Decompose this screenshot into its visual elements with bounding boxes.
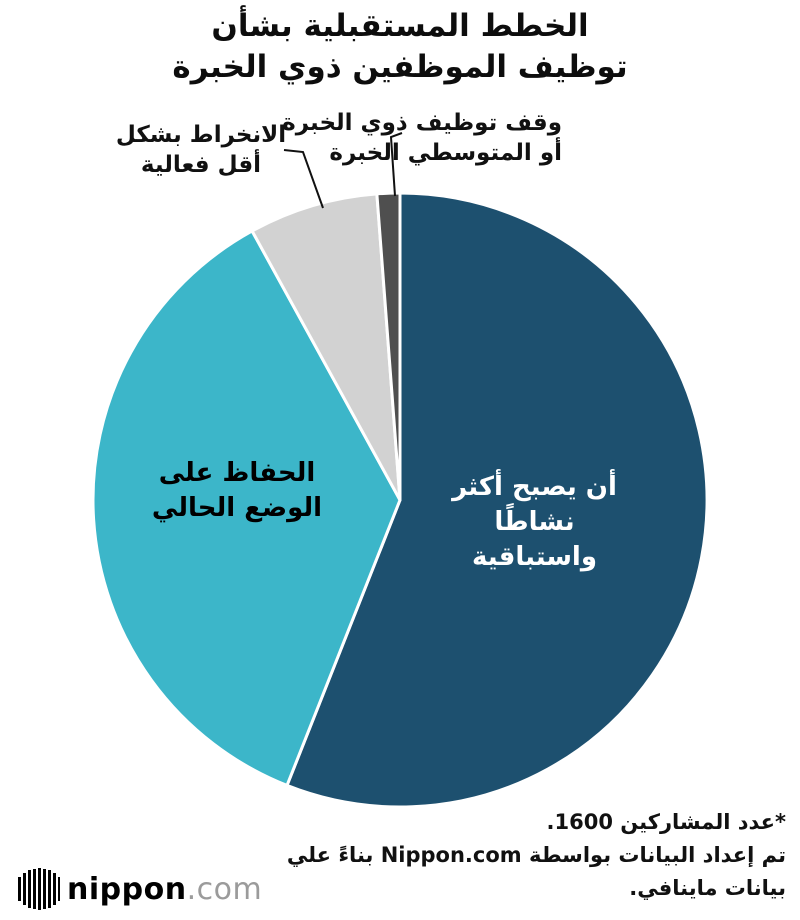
slice-label-maintain-line2: الوضع الحالي — [151, 493, 323, 523]
callout-less-active-line2: أقل فعالية — [140, 152, 262, 178]
pie-slice-0 — [285, 191, 709, 809]
slice-label-maintain-line1: الحفاظ على — [158, 458, 316, 488]
nippon-logo-icon — [18, 868, 60, 910]
callout-less-active-line1: الانخراط بشكل — [115, 122, 287, 148]
nippon-logo: nippon.com — [16, 866, 262, 912]
chart-title-line1: الخطط المستقبلية بشأن — [211, 8, 589, 44]
nippon-logo-text: nippon.com — [67, 872, 262, 907]
source-note: *عدد المشاركين 1600. تم إعداد البيانات ب… — [287, 806, 786, 905]
logo-tld: .com — [186, 871, 263, 907]
callout-label-stop-hiring: وقف توظيف ذوي الخبرة أو المتوسطي الخبرة — [282, 108, 562, 168]
pie-slices — [91, 191, 709, 809]
pie-slice-1 — [91, 229, 402, 787]
pie-slice-2 — [250, 192, 402, 502]
source-note-line2: تم إعداد البيانات بواسطة Nippon.com بناء… — [286, 843, 786, 867]
source-note-line3: بيانات ماينافي. — [629, 876, 786, 900]
leader-line-stop-hiring — [389, 132, 403, 197]
callout-label-less-active: الانخراط بشكل أقل فعالية — [112, 120, 290, 180]
leader-line-less-active — [283, 149, 324, 209]
callout-stop-hiring-line2: أو المتوسطي الخبرة — [329, 140, 562, 166]
participants-note: *عدد المشاركين 1600. — [546, 810, 786, 834]
callout-stop-hiring-line1: وقف توظيف ذوي الخبرة — [282, 110, 562, 136]
slice-label-proactive: أن يصبح أكثر نشاطًا واستباقية — [432, 470, 637, 575]
pie-slice-3 — [375, 191, 402, 502]
slice-label-proactive-line1: أن يصبح أكثر — [452, 472, 617, 502]
chart-title-line2: توظيف الموظفين ذوي الخبرة — [172, 49, 628, 85]
slice-label-maintain: الحفاظ على الوضع الحالي — [146, 456, 328, 526]
slice-label-proactive-line2: نشاطًا واستباقية — [471, 507, 598, 572]
logo-name: nippon — [67, 871, 187, 907]
chart-title: الخطط المستقبلية بشأن توظيف الموظفين ذوي… — [0, 6, 800, 88]
